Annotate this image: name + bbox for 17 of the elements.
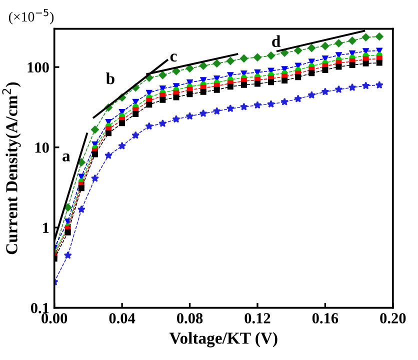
x-tick-label: 0.12 (244, 313, 270, 324)
x-tick-label: 0.04 (109, 313, 136, 324)
x-tick-label: 0.08 (176, 313, 203, 324)
x-tick-label: 0.16 (312, 313, 338, 324)
x-axis-title: Voltage/KT (V) (169, 332, 278, 348)
annotation: b (106, 72, 114, 84)
y-axis-title: Current Density(A/cm$^{2}$) (2, 82, 21, 254)
annotation: c (170, 54, 177, 62)
annotation: a (62, 153, 70, 162)
x-tick-label: 0.20 (380, 313, 406, 324)
annotation: d (272, 35, 281, 47)
y-tick-label: 100 (28, 62, 49, 73)
text: (×10$^{−5}$) (8, 9, 54, 24)
y-tick-label: 0.1 (30, 302, 49, 314)
y-tick-label: 10 (35, 142, 49, 153)
y-tick-label: 1 (43, 222, 49, 233)
x-tick-label: 0.00 (42, 313, 68, 324)
